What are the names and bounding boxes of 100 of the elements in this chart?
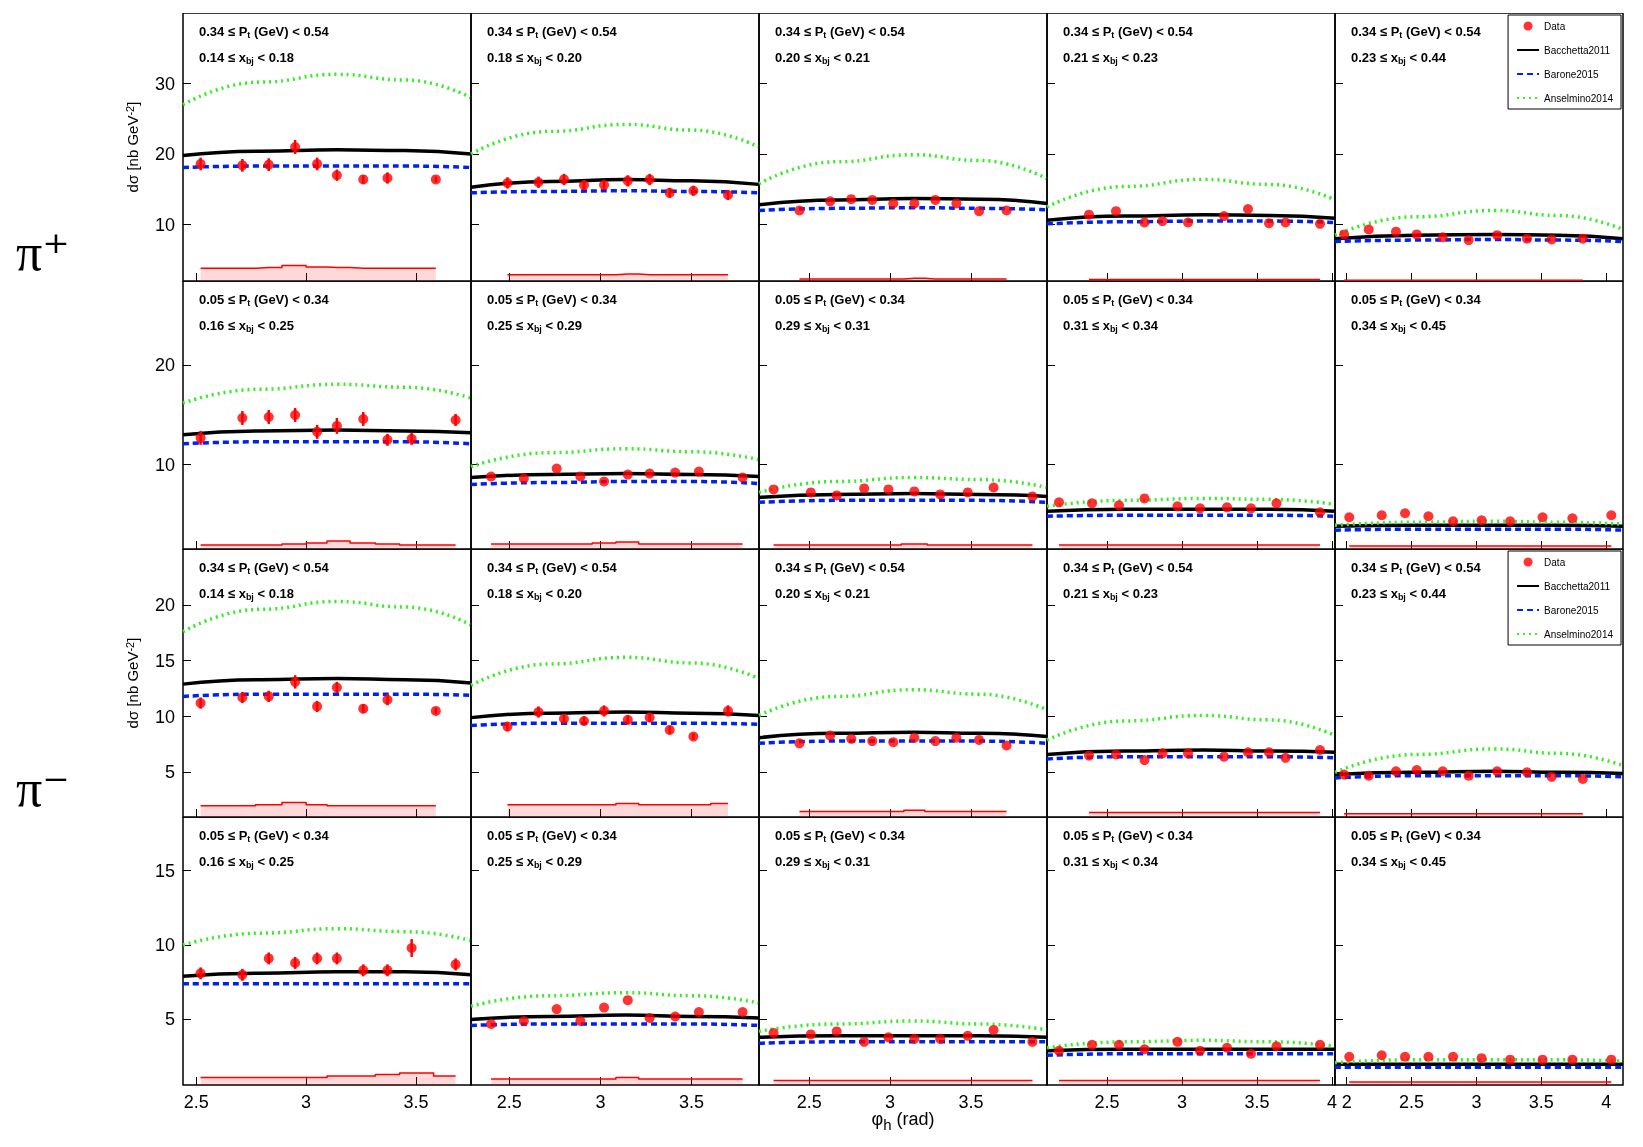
point	[1271, 498, 1282, 509]
point	[1376, 510, 1387, 521]
point	[486, 471, 497, 482]
point	[551, 463, 562, 474]
y-tick-label: 20	[154, 144, 175, 165]
point	[1219, 211, 1229, 222]
point	[1139, 217, 1150, 228]
line-series	[181, 72, 473, 107]
point	[1001, 740, 1012, 751]
point	[622, 469, 633, 480]
x-tick-label: 2	[1341, 1092, 1352, 1112]
point	[888, 198, 899, 209]
point	[1522, 767, 1532, 778]
point	[599, 476, 610, 487]
point	[599, 1002, 610, 1013]
point	[1363, 224, 1374, 235]
point	[1577, 774, 1588, 785]
y-tick-label: 10	[154, 935, 175, 956]
x-tick-label: 3.5	[679, 1092, 705, 1112]
legend-label: Anselmino2014	[1544, 92, 1614, 104]
y-tick-label: 15	[154, 650, 175, 671]
point	[1411, 229, 1422, 240]
point	[670, 1011, 681, 1022]
text: π⁺	[16, 223, 70, 281]
point	[1339, 769, 1350, 780]
point	[1195, 503, 1205, 514]
x-tick-label: 3	[595, 1092, 606, 1112]
point	[888, 737, 899, 748]
point	[794, 205, 805, 216]
point	[859, 483, 870, 494]
point	[1537, 512, 1548, 523]
point	[551, 1004, 562, 1015]
point	[909, 198, 920, 209]
legend-label: Bacchetta2011	[1544, 580, 1611, 592]
point	[768, 484, 779, 495]
x-tick-label: 3.5	[403, 1092, 429, 1112]
point	[644, 1013, 655, 1023]
point	[1172, 1036, 1183, 1047]
point	[622, 995, 633, 1006]
point	[1437, 232, 1448, 243]
point	[951, 198, 962, 209]
x-tick-label: 3.5	[958, 1092, 984, 1112]
point	[575, 1015, 586, 1026]
legend-label: Barone2015	[1544, 604, 1599, 616]
legend-label: Data	[1544, 20, 1566, 32]
x-tick-label: 3.5	[1244, 1092, 1270, 1112]
point	[518, 1015, 529, 1026]
point	[909, 1033, 920, 1044]
y-tick-label: 5	[164, 762, 175, 783]
point	[883, 484, 894, 495]
point	[693, 466, 704, 477]
point	[930, 194, 941, 205]
point	[1243, 747, 1253, 758]
point	[1027, 1036, 1038, 1047]
point	[974, 734, 985, 745]
y-tick-label: 10	[154, 214, 175, 235]
x-tick-label: 2.5	[796, 1092, 822, 1112]
point	[805, 1029, 816, 1040]
x-tick-label: 3	[301, 1092, 312, 1112]
point	[1505, 516, 1516, 527]
point	[1448, 516, 1459, 527]
point	[831, 1026, 842, 1037]
point	[867, 736, 878, 747]
point	[805, 487, 816, 498]
point	[1157, 748, 1168, 759]
point	[1264, 218, 1274, 229]
point	[1001, 205, 1012, 216]
x-tick-label: 2.5	[1094, 1092, 1120, 1112]
point	[430, 705, 441, 716]
point	[1522, 233, 1532, 244]
point	[883, 1032, 894, 1043]
point	[1315, 745, 1325, 755]
point	[909, 732, 920, 743]
point	[1114, 1039, 1124, 1050]
point	[1546, 771, 1557, 782]
point	[1363, 770, 1374, 781]
point	[1157, 216, 1168, 227]
x-tick-label: 2.5	[1399, 1092, 1425, 1112]
point	[1315, 218, 1325, 229]
point	[1195, 1045, 1205, 1056]
point	[1577, 233, 1588, 244]
point	[1172, 501, 1183, 512]
y-axis-title: dσ [nb GeV-2]	[123, 637, 141, 729]
y-tick-label: 10	[154, 454, 175, 475]
point	[518, 473, 529, 484]
point	[962, 487, 973, 498]
x-tick-label: 2.5	[183, 1092, 209, 1112]
point	[1183, 217, 1193, 228]
point	[1111, 206, 1121, 217]
point	[486, 1018, 497, 1029]
y-tick-label: 20	[154, 355, 175, 376]
point	[1400, 508, 1411, 519]
point	[1390, 226, 1401, 237]
point	[1054, 497, 1064, 508]
point	[1463, 770, 1474, 781]
point	[575, 471, 586, 482]
point	[859, 1036, 870, 1047]
point	[1546, 234, 1557, 245]
point	[951, 732, 962, 743]
point	[1492, 230, 1503, 241]
